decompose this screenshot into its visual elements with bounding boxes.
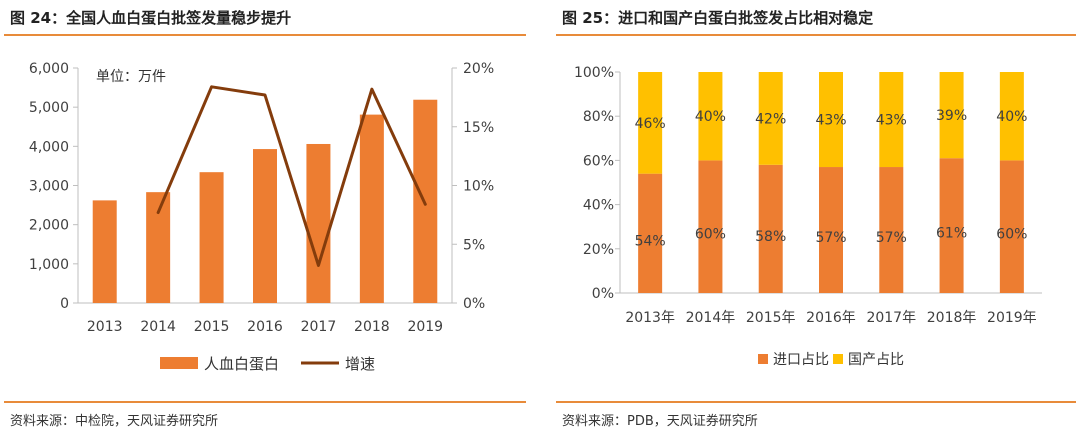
- legend-label-domestic: 国产占比: [848, 352, 904, 368]
- left-y-tick-label: 4,000: [29, 139, 69, 155]
- import-bar-2014年: [698, 160, 723, 293]
- left-chart-title: 图 24：全国人血白蛋白批签发量稳步提升: [10, 9, 292, 27]
- unit-annotation: 单位：万件: [96, 69, 166, 85]
- import-bar-2013年: [638, 173, 663, 293]
- import-data-label: 61%: [936, 226, 967, 242]
- y-tick-label: 40%: [583, 198, 614, 214]
- bar-2013: [92, 200, 117, 303]
- legend-label-line: 增速: [345, 355, 375, 373]
- left-y-tick-label: 0: [60, 296, 69, 312]
- legend-label-import: 进口占比: [773, 352, 829, 368]
- import-data-label: 60%: [996, 227, 1027, 243]
- import-data-label: 57%: [815, 230, 846, 246]
- x-tick-label: 2017: [301, 319, 337, 335]
- import-data-label: 60%: [695, 227, 726, 243]
- bar-2017: [306, 143, 331, 303]
- y-tick-label: 80%: [583, 109, 614, 125]
- import-bar-2016年: [819, 167, 843, 293]
- import-bar-2017年: [879, 167, 904, 293]
- y-tick-label: 0%: [592, 286, 614, 302]
- right-bottom-rule: [556, 401, 1076, 403]
- x-tick-label: 2018: [354, 319, 390, 335]
- domestic-bar-2015年: [758, 72, 783, 165]
- y-tick-label: 60%: [583, 153, 614, 169]
- x-tick-label: 2016年: [806, 310, 856, 326]
- x-tick-label: 2015年: [746, 310, 796, 326]
- left-y-tick-label: 1,000: [29, 257, 69, 273]
- domestic-data-label: 40%: [695, 109, 726, 125]
- legend-swatch-bar: [160, 357, 198, 369]
- import-data-label: 58%: [755, 229, 786, 245]
- domestic-bar-2019年: [999, 72, 1024, 161]
- left-y-tick-label: 3,000: [29, 179, 69, 195]
- x-tick-label: 2019年: [987, 310, 1037, 326]
- right-y-tick-label: 10%: [463, 179, 494, 195]
- right-y-tick-label: 15%: [463, 120, 494, 136]
- x-tick-label: 2014年: [686, 310, 736, 326]
- import-bar-2019年: [999, 160, 1024, 293]
- albumin-volume-chart: 0 1,000 2,000 3,000 4,000 5,000 6,000 0% 5% 10% 15…: [29, 61, 494, 373]
- right-source-note: 资料来源：PDB，天风证券研究所: [562, 414, 758, 429]
- domestic-data-label: 42%: [755, 111, 786, 127]
- import-domestic-share-chart: 0% 20% 40% 60% 80% 100% 54% 46% 2013年 60% 40% 2014年…: [574, 65, 1042, 368]
- x-tick-label: 2013年: [625, 310, 675, 326]
- bar-2015: [199, 172, 224, 303]
- domestic-data-label: 39%: [936, 108, 967, 124]
- left-top-rule: [4, 34, 526, 36]
- x-tick-label: 2017年: [866, 310, 916, 326]
- x-tick-label: 2014: [140, 319, 176, 335]
- bar-2018: [359, 114, 384, 303]
- legend-label-bar: 人血白蛋白: [204, 355, 279, 373]
- domestic-bar-2017年: [879, 72, 904, 168]
- left-y-tick-label: 2,000: [29, 218, 69, 234]
- x-tick-label: 2013: [87, 319, 123, 335]
- x-tick-label: 2018年: [927, 310, 977, 326]
- left-y-tick-label: 6,000: [29, 61, 69, 77]
- domestic-bar-2014年: [698, 72, 723, 161]
- legend-swatch-domestic: [833, 354, 843, 364]
- right-top-rule: [556, 34, 1076, 36]
- import-bar-2015年: [758, 164, 783, 293]
- domestic-data-label: 43%: [815, 113, 846, 129]
- import-data-label: 54%: [635, 233, 666, 249]
- domestic-data-label: 43%: [876, 113, 907, 129]
- legend-swatch-import: [758, 354, 768, 364]
- bar-2016: [253, 149, 277, 303]
- import-data-label: 57%: [876, 230, 907, 246]
- y-tick-label: 20%: [583, 242, 614, 258]
- domestic-data-label: 40%: [996, 109, 1027, 125]
- x-tick-label: 2015: [194, 319, 230, 335]
- domestic-bar-2016年: [819, 72, 843, 168]
- right-y-tick-label: 0%: [463, 296, 485, 312]
- left-y-tick-label: 5,000: [29, 100, 69, 116]
- right-y-tick-label: 5%: [463, 237, 485, 253]
- right-chart-title: 图 25：进口和国产白蛋白批签发占比相对稳定: [562, 9, 874, 27]
- right-y-tick-label: 20%: [463, 61, 494, 77]
- growth-rate-line: [156, 85, 427, 267]
- domestic-bar-2018年: [939, 72, 964, 159]
- left-bottom-rule: [4, 401, 526, 403]
- x-tick-label: 2019: [407, 319, 443, 335]
- import-bar-2018年: [939, 158, 964, 293]
- domestic-bar-2013年: [638, 72, 663, 174]
- x-tick-label: 2016: [247, 319, 283, 335]
- y-tick-label: 100%: [574, 65, 614, 81]
- left-source-note: 资料来源：中检院，天风证券研究所: [10, 414, 219, 429]
- domestic-data-label: 46%: [635, 116, 666, 132]
